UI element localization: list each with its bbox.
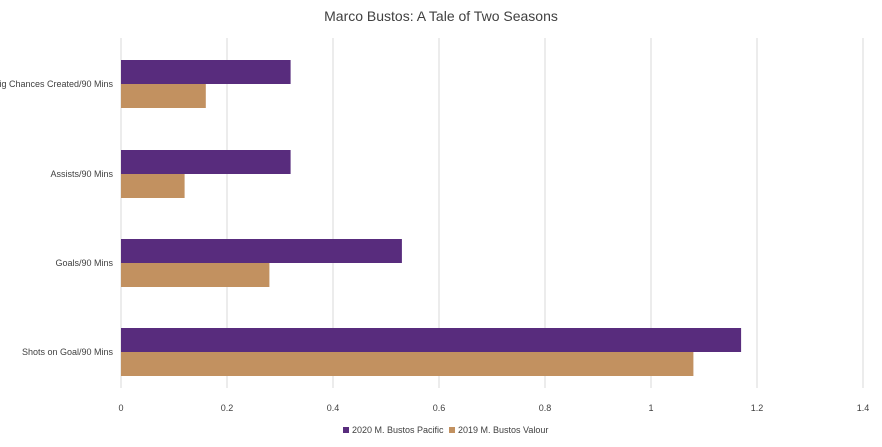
x-tick-label: 1.2 bbox=[751, 403, 764, 413]
x-tick-label: 0.8 bbox=[539, 403, 552, 413]
chart-title: Marco Bustos: A Tale of Two Seasons bbox=[324, 8, 558, 24]
bar-2019-valour bbox=[121, 84, 206, 108]
bars bbox=[121, 60, 742, 376]
bar-2019-valour bbox=[121, 174, 185, 198]
legend-swatch bbox=[343, 427, 349, 433]
category-label: Shots on Goal/90 Mins bbox=[22, 347, 114, 357]
legend-label: 2020 M. Bustos Pacific bbox=[352, 425, 444, 435]
category-label: Goals/90 Mins bbox=[55, 258, 113, 268]
legend-swatch bbox=[449, 427, 455, 433]
legend: 2020 M. Bustos Pacific 2019 M. Bustos Val… bbox=[343, 425, 548, 435]
bar-2020-pacific bbox=[121, 60, 291, 84]
x-tick-label: 0.6 bbox=[433, 403, 446, 413]
legend-label: 2019 M. Bustos Valour bbox=[458, 425, 548, 435]
x-tick-label: 1.4 bbox=[857, 403, 870, 413]
x-tick-label: 0.4 bbox=[327, 403, 340, 413]
gridlines bbox=[120, 38, 864, 388]
category-labels: Big Chances Created/90 Mins Assists/90 Mi… bbox=[0, 79, 113, 357]
category-label: Assists/90 Mins bbox=[50, 169, 113, 179]
bar-2020-pacific bbox=[121, 150, 291, 174]
x-tick-label: 0 bbox=[118, 403, 123, 413]
bar-2019-valour bbox=[121, 263, 270, 287]
bar-2020-pacific bbox=[121, 239, 402, 263]
bar-2020-pacific bbox=[121, 328, 742, 352]
bar-2019-valour bbox=[121, 352, 694, 376]
x-tick-label: 0.2 bbox=[221, 403, 234, 413]
x-axis-tick-labels: 0 0.2 0.4 0.6 0.8 1 1.2 1.4 bbox=[118, 403, 869, 413]
x-tick-label: 1 bbox=[648, 403, 653, 413]
category-label: Big Chances Created/90 Mins bbox=[0, 79, 113, 89]
